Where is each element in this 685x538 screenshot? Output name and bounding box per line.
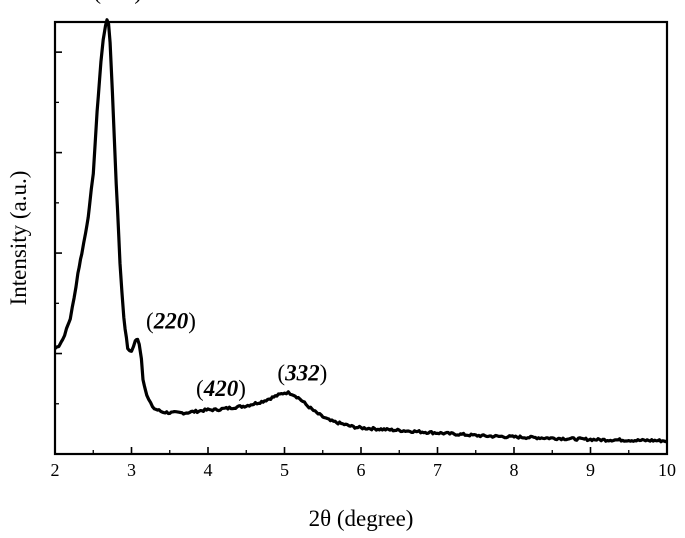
peak-label-211: (211) — [93, 0, 142, 4]
x-tick-label: 5 — [280, 460, 289, 480]
peak-label-420: (420) — [196, 376, 246, 401]
x-axis-ticks — [54, 447, 668, 454]
x-tick-label: 10 — [658, 460, 676, 480]
x-tick-label: 3 — [127, 460, 136, 480]
y-axis-title: Intensity (a.u.) — [6, 171, 31, 306]
x-tick-label: 2 — [51, 460, 60, 480]
peak-label-332: (332) — [277, 361, 327, 386]
y-axis-ticks — [55, 51, 62, 455]
x-axis-title: 2θ (degree) — [309, 506, 414, 531]
peak-label-220: (220) — [146, 308, 196, 333]
intensity-series-line — [53, 18, 668, 444]
x-tick-label: 8 — [510, 460, 519, 480]
x-tick-label: 4 — [204, 460, 213, 480]
x-tick-label: 6 — [357, 460, 366, 480]
x-axis-tick-labels: 2 3 4 5 6 7 8 9 10 — [51, 460, 677, 480]
peak-annotations: (211) (220) (420) (332) — [93, 0, 327, 401]
x-tick-label: 9 — [586, 460, 595, 480]
x-tick-label: 7 — [433, 460, 442, 480]
